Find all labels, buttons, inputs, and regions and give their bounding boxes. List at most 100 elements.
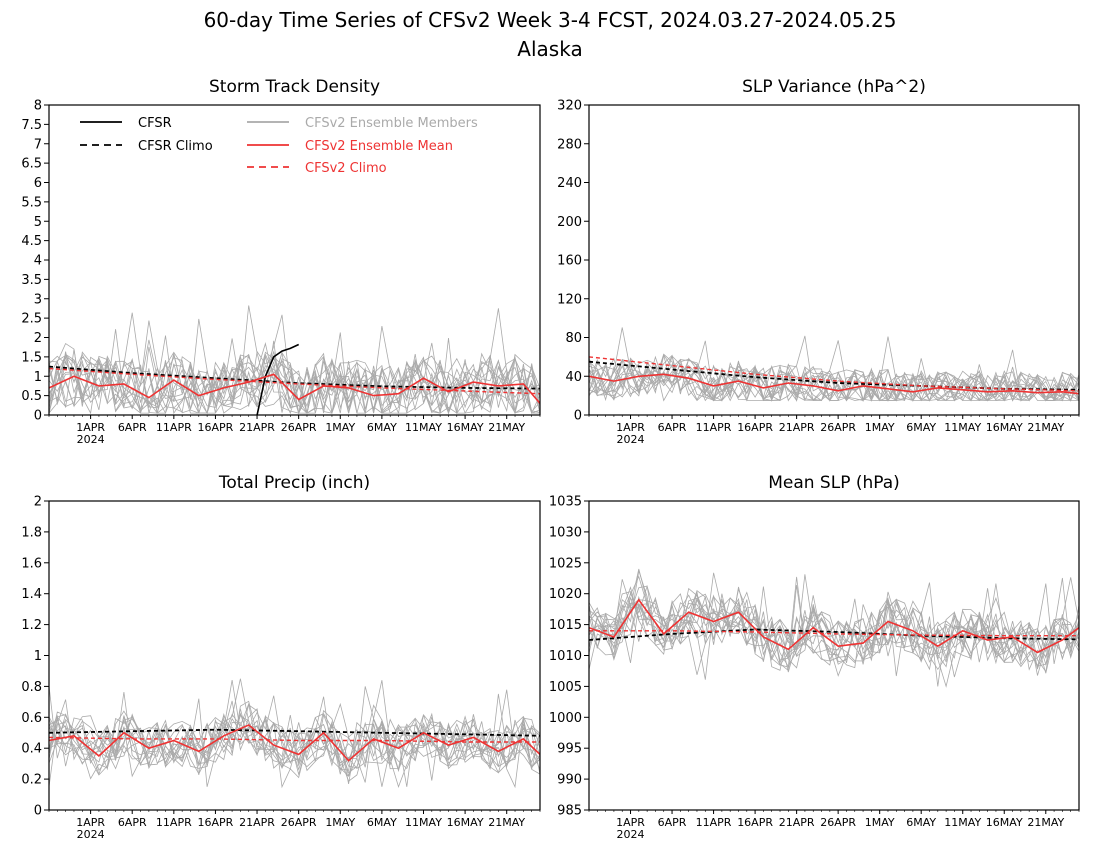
y-tick-label: 0.5 — [21, 389, 42, 404]
y-tick-label: 990 — [557, 773, 582, 788]
x-tick-label: 21APR — [239, 816, 275, 829]
y-tick-label: 320 — [557, 99, 582, 114]
y-tick-label: 0 — [34, 409, 42, 424]
series-line-cfsr-climo — [49, 728, 540, 737]
panel-title: Mean SLP (hPa) — [768, 473, 900, 493]
legend-item: CFSv2 Ensemble Mean — [247, 139, 453, 154]
x-tick-label: 11APR — [156, 421, 192, 434]
y-tick-label: 80 — [565, 331, 582, 346]
x-tick-label: 6MAY — [367, 421, 397, 434]
x-tick-label: 6MAY — [367, 816, 397, 829]
plot-area — [49, 678, 540, 789]
y-tick-label: 200 — [557, 215, 582, 230]
series-line-cfsv2-ensemble-mean — [49, 373, 540, 404]
ensemble-member-line — [49, 685, 540, 776]
legend-label: CFSv2 Climo — [305, 161, 387, 176]
x-tick-label: 6MAY — [906, 816, 936, 829]
y-tick-label: 0.2 — [21, 773, 42, 788]
ensemble-member-line — [589, 585, 1079, 667]
ensemble-member-line — [589, 584, 1079, 680]
y-tick-label: 995 — [557, 742, 582, 757]
y-tick-label: 0.8 — [21, 680, 42, 695]
ensemble-member-line — [589, 586, 1079, 670]
x-tick-label: 6APR — [118, 816, 147, 829]
x-tick-label: 11MAY — [405, 816, 442, 829]
x-tick-label: 1MAY — [325, 816, 355, 829]
x-tick-label: 21APR — [779, 816, 815, 829]
y-tick-label: 6.5 — [21, 157, 42, 172]
x-tick-label: 16MAY — [447, 816, 484, 829]
ensemble-member-line — [49, 713, 540, 782]
x-tick-label: 16APR — [198, 421, 234, 434]
series-line-cfsv2-climo — [49, 367, 540, 395]
y-tick-label: 7 — [34, 137, 42, 152]
y-tick-label: 240 — [557, 176, 582, 191]
y-tick-label: 5.5 — [21, 195, 42, 210]
x-tick-label: 1APR — [616, 816, 645, 829]
x-tick-label: 21MAY — [488, 816, 525, 829]
y-tick-label: 40 — [565, 370, 582, 385]
ensemble-member-line — [589, 340, 1079, 402]
y-tick-label: 4.5 — [21, 234, 42, 249]
x-tick-label: 26APR — [820, 421, 856, 434]
x-tick-label: 11MAY — [405, 421, 442, 434]
y-tick-label: 2 — [34, 331, 42, 346]
y-tick-label: 120 — [557, 292, 582, 307]
y-tick-label: 0 — [574, 409, 582, 424]
legend: CFSR CFSR Climo CFSv2 Ensemble Members CFSv… — [80, 116, 478, 176]
x-tick-label: 21APR — [779, 421, 815, 434]
ensemble-member-line — [49, 714, 540, 780]
x-tick-label: 16MAY — [447, 421, 484, 434]
series-line-cfsr — [256, 343, 300, 415]
series-line-cfsv2-climo — [589, 356, 1079, 392]
panel-2: SLP Variance (hPa^2) 0 40 80 120 160 200 240 280… — [557, 77, 1080, 446]
x-tick-label: 21MAY — [488, 421, 525, 434]
ensemble-member-line — [589, 579, 1079, 688]
ensemble-member-line — [49, 305, 540, 414]
y-tick-label: 4 — [34, 254, 42, 269]
x-tick-label: 11APR — [696, 816, 732, 829]
x-tick-label: 16APR — [198, 816, 234, 829]
x-tick-label: 11APR — [696, 421, 732, 434]
y-tick-label: 2.5 — [21, 312, 42, 327]
plot-area — [589, 327, 1079, 403]
y-tick-label: 8 — [34, 99, 42, 114]
x-tick-label: 16APR — [737, 421, 773, 434]
plot-area — [589, 568, 1079, 688]
x-tick-label: 21APR — [239, 421, 275, 434]
legend-item: CFSR — [80, 116, 172, 131]
x-tick-label: 16APR — [737, 816, 773, 829]
ensemble-member-line — [49, 704, 540, 789]
panel-title: Storm Track Density — [209, 77, 380, 97]
y-tick-label: 1 — [34, 649, 42, 664]
y-tick-label: 0 — [34, 804, 42, 819]
figure-region: Alaska — [517, 37, 582, 61]
ensemble-member-line — [589, 327, 1079, 402]
y-tick-label: 3.5 — [21, 273, 42, 288]
series-line-cfsv2-ensemble-mean — [589, 598, 1079, 654]
x-tick-label: 21MAY — [1027, 421, 1064, 434]
x-tick-label: 21MAY — [1027, 816, 1064, 829]
y-tick-label: 1.8 — [21, 525, 42, 540]
y-tick-label: 280 — [557, 137, 582, 152]
series-line-cfsv2-climo — [589, 630, 1079, 637]
x-tick-label: 11MAY — [944, 816, 981, 829]
x-tick-label: 1MAY — [865, 421, 895, 434]
x-tick-sublabel: 2024 — [77, 433, 105, 446]
ensemble-member-line — [589, 355, 1079, 402]
legend-label: CFSR — [138, 116, 172, 131]
x-tick-label: 1MAY — [325, 421, 355, 434]
y-tick-label: 1035 — [549, 495, 582, 510]
series-line-cfsv2-ensemble-mean — [589, 373, 1079, 395]
ensemble-member-line — [49, 352, 540, 415]
x-tick-label: 6APR — [118, 421, 147, 434]
x-tick-sublabel: 2024 — [617, 433, 645, 446]
x-tick-label: 26APR — [281, 421, 317, 434]
y-tick-label: 0.6 — [21, 711, 42, 726]
x-tick-label: 1APR — [76, 816, 105, 829]
ensemble-member-line — [589, 594, 1079, 668]
ensemble-member-line — [49, 340, 540, 415]
x-tick-sublabel: 2024 — [617, 828, 645, 841]
x-tick-label: 6APR — [658, 816, 687, 829]
